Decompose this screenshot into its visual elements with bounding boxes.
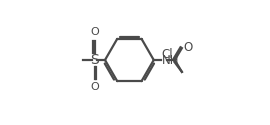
Text: Cl: Cl [161,48,173,60]
Text: O: O [90,82,99,92]
Text: NH: NH [162,54,180,66]
Text: O: O [183,41,192,54]
Text: S: S [90,53,99,67]
Text: O: O [90,28,99,38]
